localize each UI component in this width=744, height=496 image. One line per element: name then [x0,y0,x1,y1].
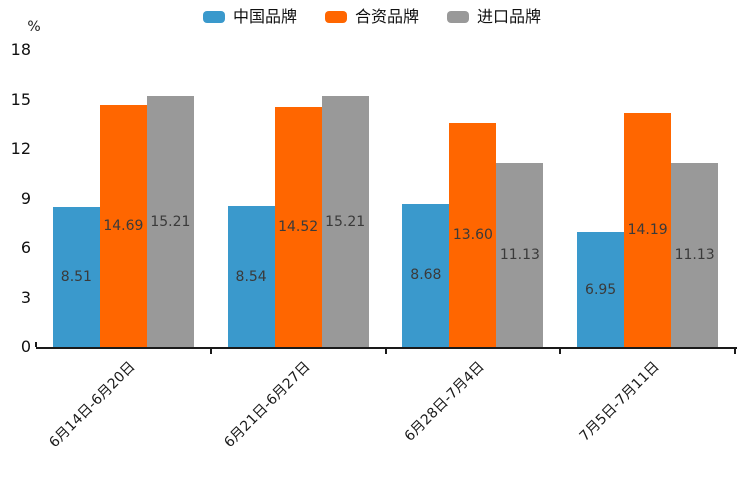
x-category-label: 6月21日-6月27日 [220,358,314,451]
y-tick-label: 9 [20,188,31,208]
bar-value-label: 14.52 [278,219,319,236]
x-axis-tick [384,349,387,354]
y-tick-label: 6 [20,238,31,257]
x-axis-tick [734,349,736,354]
x-category-label: 6月28日-7月4日 [401,358,488,445]
x-category-label: 7月5日-7月11日 [576,358,663,445]
legend-swatch-icon [324,11,347,23]
y-tick-label: 3 [20,287,31,307]
bar-value-label: 8.54 [235,268,267,285]
y-tick-label: 12 [10,139,31,158]
bar-value-label: 15.21 [150,213,191,230]
y-tick-label: 0 [20,337,31,356]
legend-swatch-icon [202,11,225,23]
legend-item-series-2[interactable]: 进口品牌 [447,7,541,27]
bar-6月28日-7月4日-中国品牌 [402,203,450,347]
bar-6月28日-7月4日-进口品牌 [496,163,544,347]
bar-6月21日-6月27日-中国品牌 [227,206,275,347]
bar-6月14日-6月20日-进口品牌 [146,96,194,347]
y-axis-unit-label: % [27,19,41,35]
bar-value-label: 11.13 [499,247,540,264]
bar-value-label: 15.21 [325,213,366,230]
bar-6月14日-6月20日-合资品牌 [99,104,147,347]
bar-value-label: 13.60 [452,226,493,243]
x-category-label: 6月14日-6月20日 [46,358,139,451]
bar-value-label: 14.69 [103,217,144,234]
bar-6月21日-6月27日-进口品牌 [321,96,369,347]
bar-value-label: 11.13 [674,247,715,264]
x-axis-tick [559,349,562,354]
y-tick-label: 18 [10,40,31,59]
bar-7月5日-7月11日-合资品牌 [624,112,672,347]
legend-swatch-icon [447,11,469,23]
legend-item-series-0[interactable]: 中国品牌 [202,7,297,27]
bar-6月28日-7月4日-合资品牌 [449,122,497,347]
legend-label: 合资品牌 [354,7,419,26]
x-axis-tick [35,342,37,347]
x-axis-line [36,347,737,349]
bar-value-label: 6.95 [585,281,617,298]
bar-value-label: 8.68 [410,267,442,284]
legend-label: 进口品牌 [477,7,542,26]
x-axis-tick [209,349,212,354]
legend-item-series-1[interactable]: 合资品牌 [324,7,419,27]
legend-label: 中国品牌 [232,7,297,26]
bar-value-label: 14.19 [627,221,668,238]
bar-6月14日-6月20日-中国品牌 [52,206,100,347]
bar-7月5日-7月11日-中国品牌 [577,232,625,347]
y-tick-label: 15 [10,89,31,109]
bar-6月21日-6月27日-合资品牌 [274,107,322,347]
bar-7月5日-7月11日-进口品牌 [671,163,719,347]
legend: 中国品牌 合资品牌 进口品牌 [0,6,744,28]
bar-value-label: 8.51 [60,268,92,285]
